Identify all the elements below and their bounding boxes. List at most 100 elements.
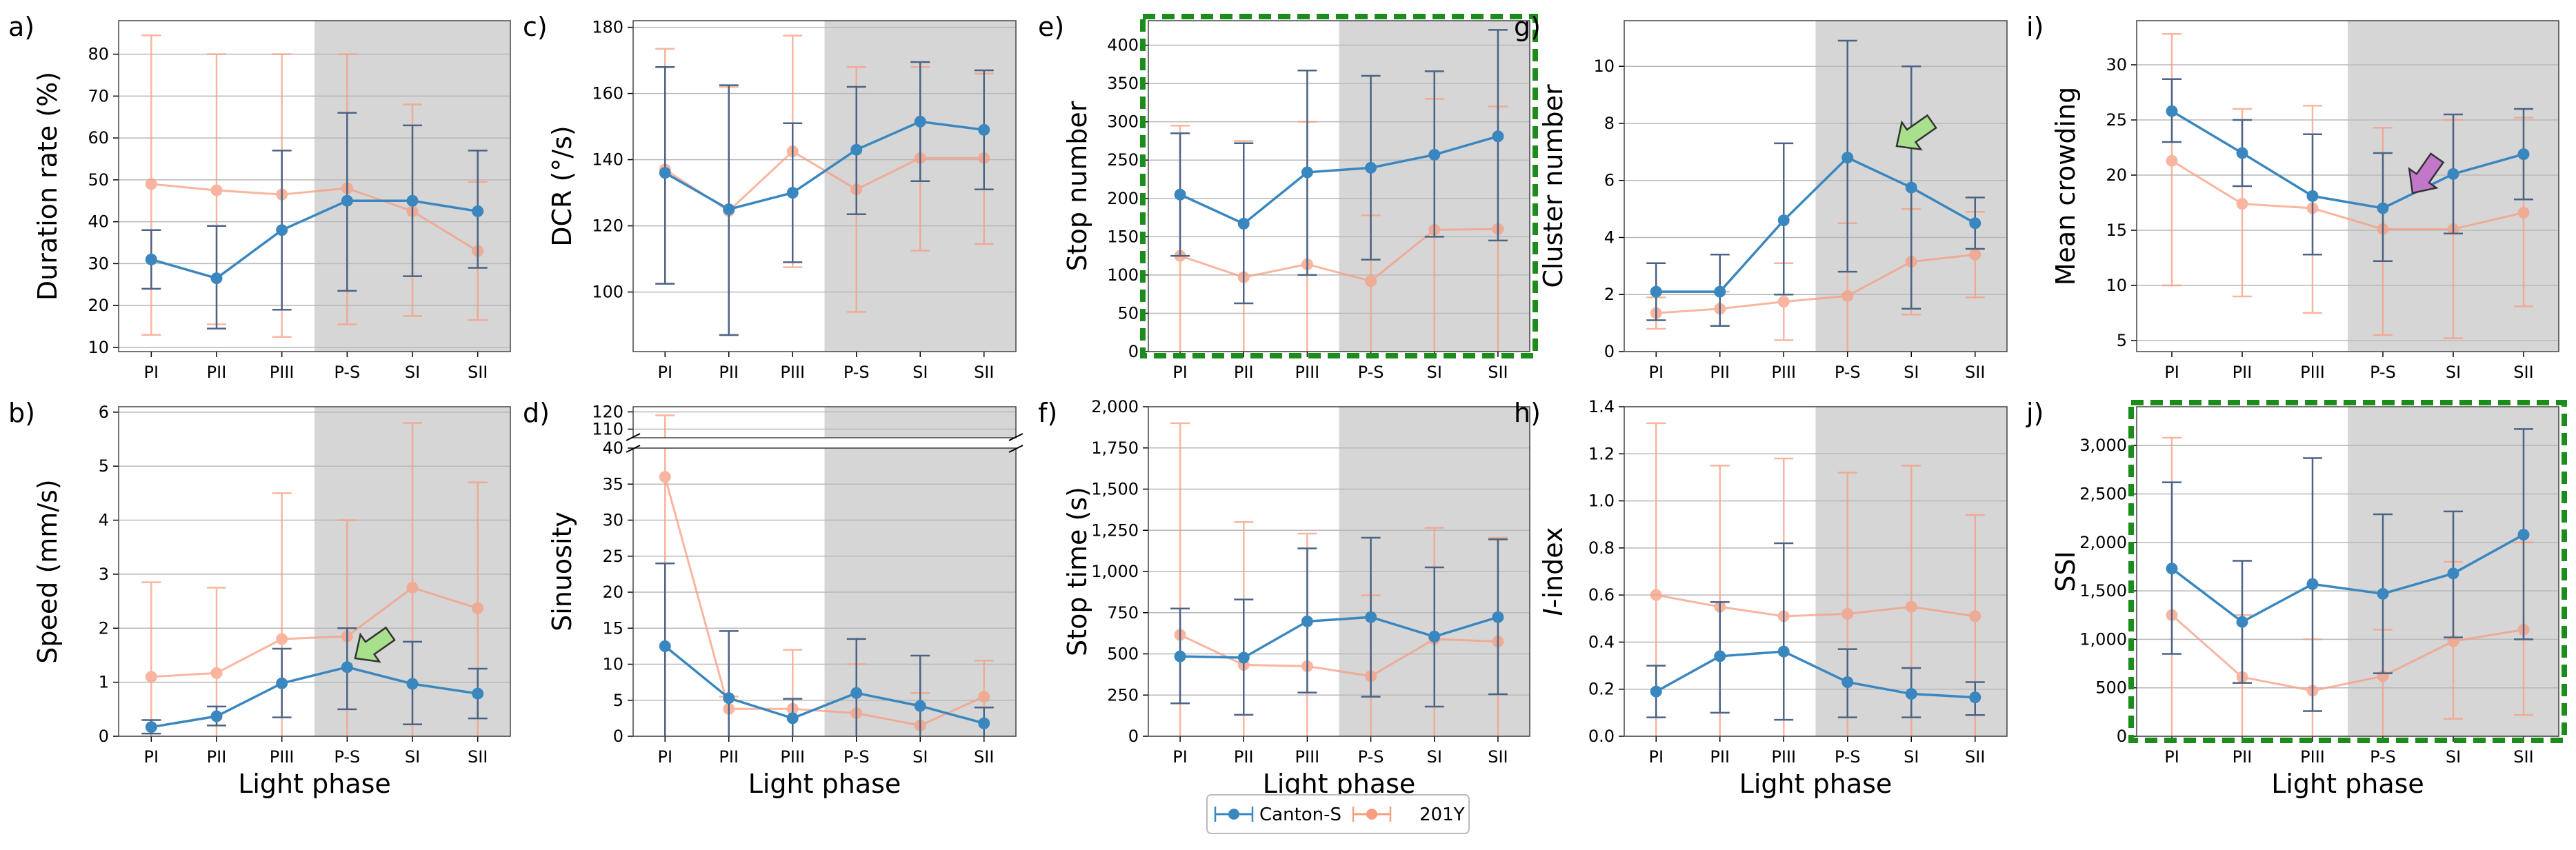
x-tick-label: P-S (1358, 747, 1384, 767)
axes-frame (2136, 406, 2559, 737)
series-canton-s (1646, 39, 1985, 327)
y-axis-label-rest: -index (1538, 527, 1568, 609)
data-point (1301, 615, 1313, 627)
panel-b: 0 1 2 3 4 5 6 PI PII PIII P-S SI SII b) Speed (mm/s) Li… (8, 398, 511, 799)
axes-frame (632, 447, 1017, 737)
data-point (472, 205, 484, 217)
data-point (1492, 130, 1504, 143)
y-tick-label: 750 (1107, 603, 1139, 623)
panel-label: a) (8, 12, 34, 42)
y-tick-label: 10 (88, 338, 109, 357)
green-arrow-speed (354, 626, 396, 663)
axis-break-mark (626, 433, 641, 441)
data-point (210, 710, 223, 722)
panel-label: c) (523, 12, 548, 42)
data-point (2306, 190, 2319, 202)
series-canton-s (1170, 29, 1508, 305)
data-point (2517, 148, 2530, 161)
x-tick-label: PIII (1295, 747, 1320, 767)
data-point (1969, 248, 1981, 261)
y-tick-label: 2 (99, 618, 109, 638)
axes-frame (118, 20, 511, 352)
data-point (1841, 607, 1854, 620)
y-tick-label: 70 (88, 86, 109, 105)
series-line (1656, 253, 1975, 314)
data-point (1777, 214, 1790, 227)
panel-label: b) (8, 398, 35, 428)
x-tick-label: PII (2233, 747, 2253, 767)
x-tick-label: PII (1234, 363, 1254, 382)
series-line (2171, 159, 2524, 230)
x-tick-label: PII (1234, 747, 1254, 767)
y-tick-label: 1,750 (1091, 438, 1139, 458)
data-point (1650, 685, 1662, 698)
data-point (914, 115, 926, 128)
data-point (2166, 154, 2178, 167)
y-tick-label: 4 (1604, 227, 1615, 247)
y-tick-label-upper: 120 (592, 403, 623, 422)
series-canton-s (655, 562, 994, 736)
y-tick-label: 15 (2106, 221, 2127, 240)
x-tick-label: SI (405, 363, 420, 382)
y-tick-label: 200 (1107, 189, 1139, 208)
axes-frame (118, 406, 511, 737)
panel-label: j) (2026, 398, 2044, 428)
y-tick-label: 35 (602, 474, 623, 494)
x-tick-label: PIII (780, 747, 805, 767)
y-tick-label: 1.4 (1588, 397, 1615, 416)
data-point (145, 671, 157, 683)
x-tick-label: PI (2164, 363, 2179, 382)
data-point (659, 640, 671, 652)
series-line (2170, 534, 2524, 624)
y-tick-label: 1,250 (1091, 520, 1139, 540)
y-tick-label: 20 (2106, 165, 2127, 185)
data-point (1777, 645, 1790, 658)
x-tick-label: SII (1488, 747, 1508, 767)
data-point (406, 678, 419, 690)
y-tick-label: 40 (88, 212, 109, 232)
y-tick-label: 0 (99, 727, 109, 746)
x-tick-label: PI (1648, 747, 1664, 767)
x-tick-label: SII (2513, 747, 2533, 767)
data-point (914, 700, 926, 712)
axis-break-mark (1008, 433, 1024, 441)
x-tick-label: SI (1904, 747, 1919, 767)
x-tick-label: PI (144, 747, 159, 767)
y-axis-label: Speed (mm/s) (32, 479, 63, 663)
y-tick-label: 100 (592, 283, 623, 302)
x-tick-label: P-S (1835, 747, 1861, 767)
panel-label: d) (523, 398, 550, 428)
data-point (341, 194, 353, 207)
y-tick-label: 0 (613, 727, 623, 746)
data-point (1841, 290, 1854, 302)
data-point (1969, 217, 1981, 230)
y-axis-label-italic: I (1538, 608, 1568, 616)
series-canton-s (141, 627, 488, 735)
data-point (850, 687, 863, 699)
y-tick-label: 5 (613, 691, 623, 710)
data-point (723, 203, 735, 216)
axes-frame-upper (632, 406, 1017, 438)
x-tick-label: P-S (1358, 363, 1384, 382)
data-point (2236, 198, 2248, 210)
y-tick-label: 2,000 (1091, 397, 1139, 416)
y-tick-label: 10 (602, 655, 623, 674)
series-line (1179, 634, 1498, 678)
y-tick-label: 6 (1604, 171, 1615, 190)
x-tick-label: PIII (1295, 363, 1320, 382)
data-point (145, 178, 157, 190)
data-point (2377, 202, 2389, 214)
y-tick-label: 40 (602, 438, 623, 458)
data-point (210, 184, 223, 196)
y-tick-label: 400 (1107, 36, 1139, 55)
y-tick-label: 500 (2095, 678, 2127, 698)
y-tick-label: 50 (1117, 303, 1139, 323)
data-point (210, 272, 223, 285)
y-tick-label: 2,500 (2079, 485, 2127, 504)
axes-frame (2136, 20, 2559, 352)
y-tick-label: 30 (88, 254, 109, 273)
data-point (1650, 589, 1662, 601)
y-tick-label: 1,000 (2079, 629, 2127, 649)
x-axis-label: Light phase (2271, 769, 2424, 799)
legend-canton-label: Canton-S (1259, 805, 1341, 825)
